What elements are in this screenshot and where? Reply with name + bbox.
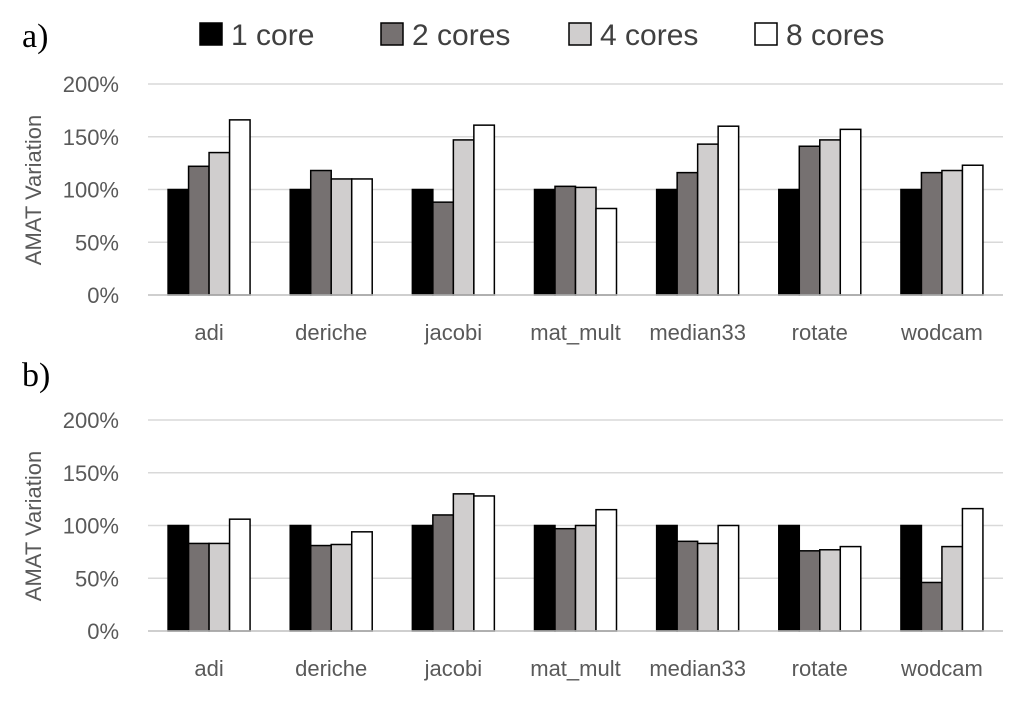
legend-swatch xyxy=(199,22,223,46)
bar-deriche-2-cores xyxy=(309,544,332,632)
bar-adi-1-core xyxy=(167,188,190,296)
category-label: deriche xyxy=(295,320,367,345)
legend-label: 4 cores xyxy=(600,19,698,52)
bar-median33-1-core xyxy=(655,188,678,296)
bar-deriche-2-cores xyxy=(309,169,332,296)
bar-deriche-4-cores xyxy=(330,543,353,632)
category-label: jacobi xyxy=(424,320,482,345)
legend-label: 2 cores xyxy=(412,19,510,52)
bar-adi-4-cores xyxy=(208,542,231,632)
legend-swatch xyxy=(754,22,778,46)
bar-median33-4-cores xyxy=(696,542,719,632)
category-label: median33 xyxy=(649,656,746,681)
bar-deriche-8-cores xyxy=(350,178,373,296)
y-tick-label: 100% xyxy=(63,178,119,203)
y-tick-label: 150% xyxy=(63,125,119,150)
bar-rotate-1-core xyxy=(778,524,801,632)
bar-adi-1-core xyxy=(167,524,190,632)
bar-median33-8-cores xyxy=(717,524,740,632)
bar-deriche-1-core xyxy=(289,524,312,632)
bar-wodcam-4-cores xyxy=(941,169,964,296)
category-label: median33 xyxy=(649,320,746,345)
bar-adi-4-cores xyxy=(208,151,231,296)
category-label: jacobi xyxy=(424,656,482,681)
bar-adi-2-cores xyxy=(187,165,210,296)
bar-median33-4-cores xyxy=(696,143,719,296)
legend: 1 core 2 cores 4 cores 8 cores xyxy=(199,19,884,52)
legend-label: 1 core xyxy=(231,19,314,52)
category-label: mat_mult xyxy=(530,656,620,681)
y-tick-label: 0% xyxy=(87,619,119,644)
bar-jacobi-1-core xyxy=(411,188,434,296)
category-label: wodcam xyxy=(900,320,983,345)
bar-rotate-4-cores xyxy=(819,549,842,632)
category-label: adi xyxy=(194,320,223,345)
y-tick-label: 200% xyxy=(63,72,119,97)
chart-panel-a: a) AMAT Variation 0% 50% 100% 150% 200% adi deri… xyxy=(21,18,1003,345)
bar-mat_mult-2-cores xyxy=(554,527,577,632)
bar-rotate-8-cores xyxy=(839,128,862,296)
y-axis-label: AMAT Variation xyxy=(21,115,46,265)
bar-deriche-8-cores xyxy=(350,531,373,632)
bar-deriche-4-cores xyxy=(330,178,353,296)
bar-mat_mult-2-cores xyxy=(554,185,577,296)
y-tick-label: 100% xyxy=(63,514,119,539)
y-tick-label: 0% xyxy=(87,283,119,308)
legend-label: 8 cores xyxy=(786,19,884,52)
bar-median33-2-cores xyxy=(676,540,699,632)
bar-mat_mult-1-core xyxy=(533,524,556,632)
y-tick-label: 200% xyxy=(63,408,119,433)
bar-adi-8-cores xyxy=(228,119,251,296)
category-label: rotate xyxy=(792,320,848,345)
y-tick-label: 50% xyxy=(75,230,119,255)
panel-label: a) xyxy=(22,18,48,55)
bar-rotate-4-cores xyxy=(819,139,842,296)
bar-jacobi-2-cores xyxy=(432,514,455,632)
bar-jacobi-1-core xyxy=(411,524,434,632)
bar-rotate-2-cores xyxy=(798,145,821,296)
legend-swatch xyxy=(568,22,592,46)
bar-mat_mult-4-cores xyxy=(574,186,597,296)
bar-median33-8-cores xyxy=(717,125,740,296)
bar-wodcam-8-cores xyxy=(961,507,984,632)
bar-wodcam-2-cores xyxy=(920,581,943,632)
y-axis-label: AMAT Variation xyxy=(21,451,46,601)
bar-wodcam-1-core xyxy=(900,524,923,632)
category-label: rotate xyxy=(792,656,848,681)
bar-wodcam-4-cores xyxy=(941,545,964,632)
bar-mat_mult-4-cores xyxy=(574,524,597,632)
bar-median33-1-core xyxy=(655,524,678,632)
bar-rotate-2-cores xyxy=(798,550,821,632)
bar-jacobi-8-cores xyxy=(473,495,496,632)
bar-jacobi-8-cores xyxy=(473,124,496,296)
bar-rotate-8-cores xyxy=(839,545,862,632)
y-tick-label: 50% xyxy=(75,566,119,591)
bar-mat_mult-8-cores xyxy=(595,508,618,632)
panel-label: b) xyxy=(22,357,50,394)
bar-adi-2-cores xyxy=(187,542,210,632)
category-label: mat_mult xyxy=(530,320,620,345)
category-label: adi xyxy=(194,656,223,681)
bar-wodcam-1-core xyxy=(900,188,923,296)
legend-swatch xyxy=(380,22,404,46)
bar-mat_mult-8-cores xyxy=(595,207,618,296)
bar-rotate-1-core xyxy=(778,188,801,296)
bar-deriche-1-core xyxy=(289,188,312,296)
bar-median33-2-cores xyxy=(676,171,699,296)
category-label: deriche xyxy=(295,656,367,681)
bar-jacobi-2-cores xyxy=(432,201,455,296)
bar-mat_mult-1-core xyxy=(533,188,556,296)
y-tick-label: 150% xyxy=(63,461,119,486)
bar-wodcam-8-cores xyxy=(961,164,984,296)
chart-panel-b: b) AMAT Variation 0% 50% 100% 150% 200% adi deri… xyxy=(21,357,1003,681)
bar-adi-8-cores xyxy=(228,518,251,632)
category-label: wodcam xyxy=(900,656,983,681)
bar-jacobi-4-cores xyxy=(452,139,475,296)
bar-jacobi-4-cores xyxy=(452,493,475,632)
bar-wodcam-2-cores xyxy=(920,171,943,296)
